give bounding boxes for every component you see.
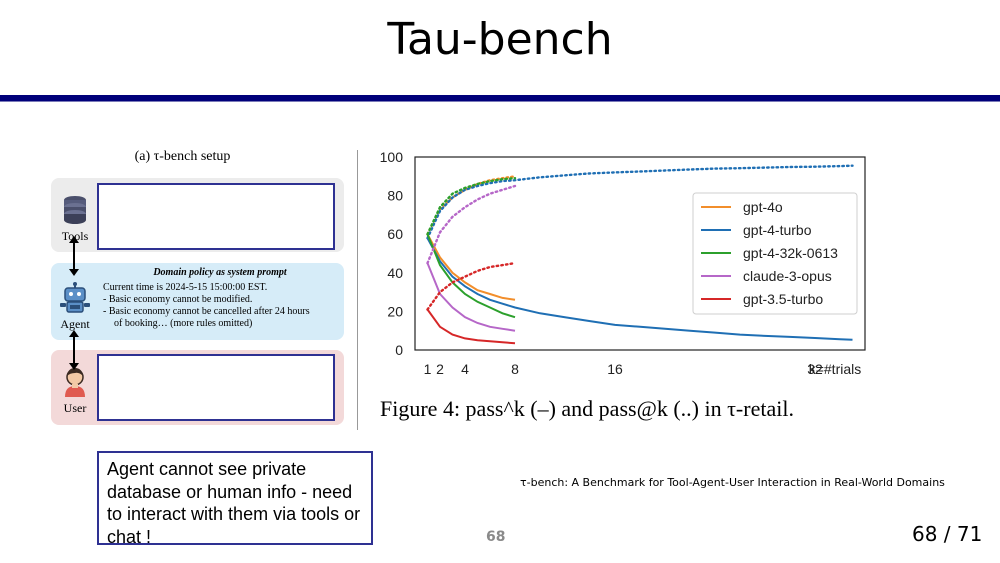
legend-label: gpt-4-32k-0613 bbox=[743, 245, 838, 261]
user-icon-group: User bbox=[53, 366, 97, 416]
agent-icon-group: Agent bbox=[53, 282, 97, 332]
x-tick-label: 32 bbox=[807, 361, 823, 377]
legend-label: gpt-4-turbo bbox=[743, 222, 812, 238]
x-tick-label: 16 bbox=[607, 361, 623, 377]
y-tick-label: 60 bbox=[387, 226, 403, 242]
series-line-pass-hat-k bbox=[426, 262, 516, 332]
slide-title: Tau-bench bbox=[387, 14, 613, 65]
x-tick-label: 2 bbox=[436, 361, 444, 377]
policy-line-2: - Basic economy cannot be modified. bbox=[103, 294, 253, 305]
agent-label: Agent bbox=[60, 317, 90, 331]
y-tick-label: 20 bbox=[387, 303, 403, 319]
y-tick-label: 100 bbox=[380, 149, 404, 165]
legend-label: claude-3-opus bbox=[743, 268, 832, 284]
series-line-pass-at-k bbox=[426, 184, 517, 265]
double-arrow-icon bbox=[69, 236, 79, 370]
series-line-pass-at-k bbox=[426, 164, 854, 240]
title-rule-shadow bbox=[0, 101, 1000, 102]
page-number: 68 bbox=[486, 529, 506, 545]
legend-label: gpt-4o bbox=[743, 199, 783, 215]
legend-label: gpt-3.5-turbo bbox=[743, 291, 823, 307]
setup-title: (a) τ-bench setup bbox=[134, 149, 231, 164]
robot-icon bbox=[60, 282, 90, 313]
series-line-pass-hat-k bbox=[426, 308, 516, 345]
policy-line-4: of booking… (more rules omitted) bbox=[114, 318, 253, 329]
tools-label: Tools bbox=[61, 229, 89, 243]
policy-heading: Domain policy as system prompt bbox=[153, 267, 287, 278]
figure-divider bbox=[357, 150, 358, 430]
user-box bbox=[97, 354, 335, 421]
agent-panel bbox=[51, 263, 344, 340]
series-line-pass-hat-k bbox=[426, 237, 853, 341]
legend-box bbox=[692, 192, 858, 315]
person-icon bbox=[65, 368, 85, 397]
y-tick-label: 40 bbox=[387, 265, 403, 281]
policy-line-3: - Basic economy cannot be cancelled afte… bbox=[103, 306, 310, 317]
page-counter: 68 / 71 bbox=[912, 522, 983, 546]
x-tick-label: 1 bbox=[424, 361, 432, 377]
series-line-pass-hat-k bbox=[426, 233, 516, 319]
tools-box bbox=[97, 183, 335, 250]
x-axis-label: k=#trials bbox=[809, 361, 862, 377]
reference-text: τ-bench: A Benchmark for Tool-Agent-User… bbox=[520, 476, 945, 489]
database-icon bbox=[64, 196, 86, 224]
series-line-pass-at-k bbox=[426, 177, 517, 236]
x-tick-label: 4 bbox=[461, 361, 469, 377]
y-tick-label: 0 bbox=[395, 342, 403, 358]
figure-caption: Figure 4: pass^k (–) and pass@k (..) in … bbox=[380, 396, 794, 421]
policy-line-1: Current time is 2024-5-15 15:00:00 EST. bbox=[103, 282, 268, 293]
series-line-pass-at-k bbox=[426, 261, 517, 311]
y-tick-label: 80 bbox=[387, 188, 403, 204]
x-tick-label: 8 bbox=[511, 361, 519, 377]
tools-icon-group: Tools bbox=[53, 194, 97, 244]
pass-k-chart: 0 20 40 60 80 100 1 2 4 8 16 32k=#trials gpt-4o gpt-4… bbox=[380, 149, 866, 377]
note-box: Agent cannot see private database or hum… bbox=[97, 451, 373, 547]
title-rule bbox=[0, 95, 1000, 101]
series-line-pass-hat-k bbox=[426, 233, 516, 301]
user-label: User bbox=[63, 401, 87, 415]
